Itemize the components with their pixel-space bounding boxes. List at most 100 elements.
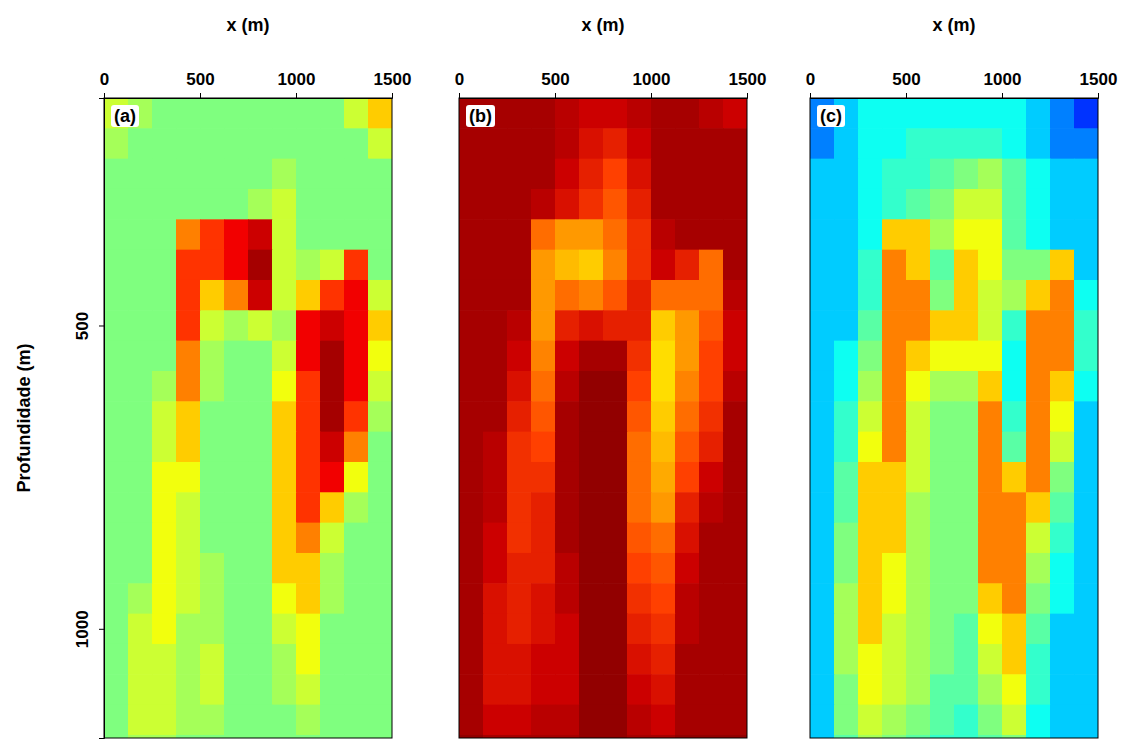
heat-cell	[675, 492, 700, 523]
heat-cell	[1074, 401, 1098, 432]
heat-cell	[858, 341, 883, 372]
heat-cell	[1074, 98, 1098, 129]
heat-cell	[296, 371, 321, 402]
heat-cell	[296, 583, 321, 614]
heat-cell	[507, 432, 532, 463]
heat-cell	[723, 523, 747, 554]
heat-cell	[483, 462, 508, 493]
heat-cell	[978, 644, 1003, 675]
heat-cell	[1026, 644, 1051, 675]
heat-cell	[483, 371, 508, 402]
heat-cell	[978, 523, 1003, 554]
heat-cell	[555, 583, 580, 614]
heat-cell	[104, 432, 129, 463]
heat-cell	[296, 644, 321, 675]
heat-cell	[272, 553, 297, 584]
heat-cell	[459, 341, 484, 372]
heat-cell	[579, 553, 604, 584]
heat-cell	[810, 219, 835, 250]
heat-cell	[858, 189, 883, 220]
heat-cell	[675, 523, 700, 554]
heat-cell	[699, 371, 724, 402]
cells	[810, 98, 1098, 738]
heat-cell	[930, 523, 955, 554]
heat-cell	[882, 523, 907, 554]
heat-cell	[248, 523, 273, 554]
heat-cell	[858, 219, 883, 250]
x-tick-mark	[555, 93, 556, 98]
heat-cell	[483, 341, 508, 372]
heat-cell	[1050, 159, 1075, 190]
heat-cell	[128, 583, 153, 614]
heat-cell	[699, 98, 724, 129]
heat-cell	[459, 644, 484, 675]
heat-cell	[176, 705, 201, 736]
heat-cell	[906, 159, 931, 190]
y-tick-mark	[99, 325, 104, 326]
figure: 0500100015005001000x (m)Profundidade (m)…	[0, 0, 1128, 744]
x-tick-label: 1000	[278, 70, 316, 89]
heat-cell	[723, 219, 747, 250]
heat-cell	[1074, 219, 1098, 250]
heat-cell	[224, 674, 249, 705]
heat-cell	[531, 310, 556, 341]
heat-cell	[978, 674, 1003, 705]
heat-cell	[978, 189, 1003, 220]
heat-cell	[858, 98, 883, 129]
heat-cell	[344, 401, 369, 432]
heat-cell	[906, 219, 931, 250]
x-tick-mark	[459, 93, 460, 98]
heat-cell	[224, 250, 249, 281]
heat-cell	[459, 159, 484, 190]
heat-cell	[834, 128, 859, 159]
heat-cell	[810, 371, 835, 402]
heat-cell	[368, 98, 392, 129]
heat-cell	[200, 219, 225, 250]
heat-cell	[296, 341, 321, 372]
y-axis: 5001000	[73, 99, 105, 739]
heat-cell	[104, 644, 129, 675]
heat-cell	[531, 159, 556, 190]
heat-cell	[954, 583, 979, 614]
heat-cell	[675, 553, 700, 584]
heat-cell	[954, 462, 979, 493]
heat-cell	[1050, 644, 1075, 675]
heat-cell	[651, 614, 676, 645]
heat-cell	[104, 341, 129, 372]
heat-cell	[810, 553, 835, 584]
heat-cell	[699, 310, 724, 341]
heat-cell	[627, 401, 652, 432]
heat-cell	[128, 674, 153, 705]
heat-cell	[200, 523, 225, 554]
x-tick: 500	[892, 70, 920, 98]
heat-cell	[603, 583, 628, 614]
heat-cell	[200, 614, 225, 645]
heat-cell	[368, 583, 392, 614]
heat-cell	[459, 492, 484, 523]
heat-cell	[344, 705, 369, 736]
heat-cell	[627, 310, 652, 341]
heat-cell	[1026, 98, 1051, 129]
heat-cell	[483, 674, 508, 705]
heat-cell	[483, 614, 508, 645]
heat-cell	[459, 432, 484, 463]
heat-cell	[507, 583, 532, 614]
heat-cell	[224, 341, 249, 372]
heat-cell	[368, 159, 392, 190]
heat-cell	[930, 705, 955, 736]
y-tick: 1000	[73, 610, 104, 648]
heat-cell	[272, 280, 297, 311]
heat-cell	[579, 280, 604, 311]
heat-cell	[930, 614, 955, 645]
heat-cell	[531, 280, 556, 311]
heat-cell	[906, 583, 931, 614]
heat-cell	[483, 492, 508, 523]
heat-cell	[248, 280, 273, 311]
heat-cell	[810, 432, 835, 463]
heat-cell	[882, 189, 907, 220]
heat-cell	[699, 341, 724, 372]
heat-cell	[152, 674, 177, 705]
heat-cell	[296, 462, 321, 493]
heat-cell	[128, 644, 153, 675]
heat-cell	[723, 462, 747, 493]
